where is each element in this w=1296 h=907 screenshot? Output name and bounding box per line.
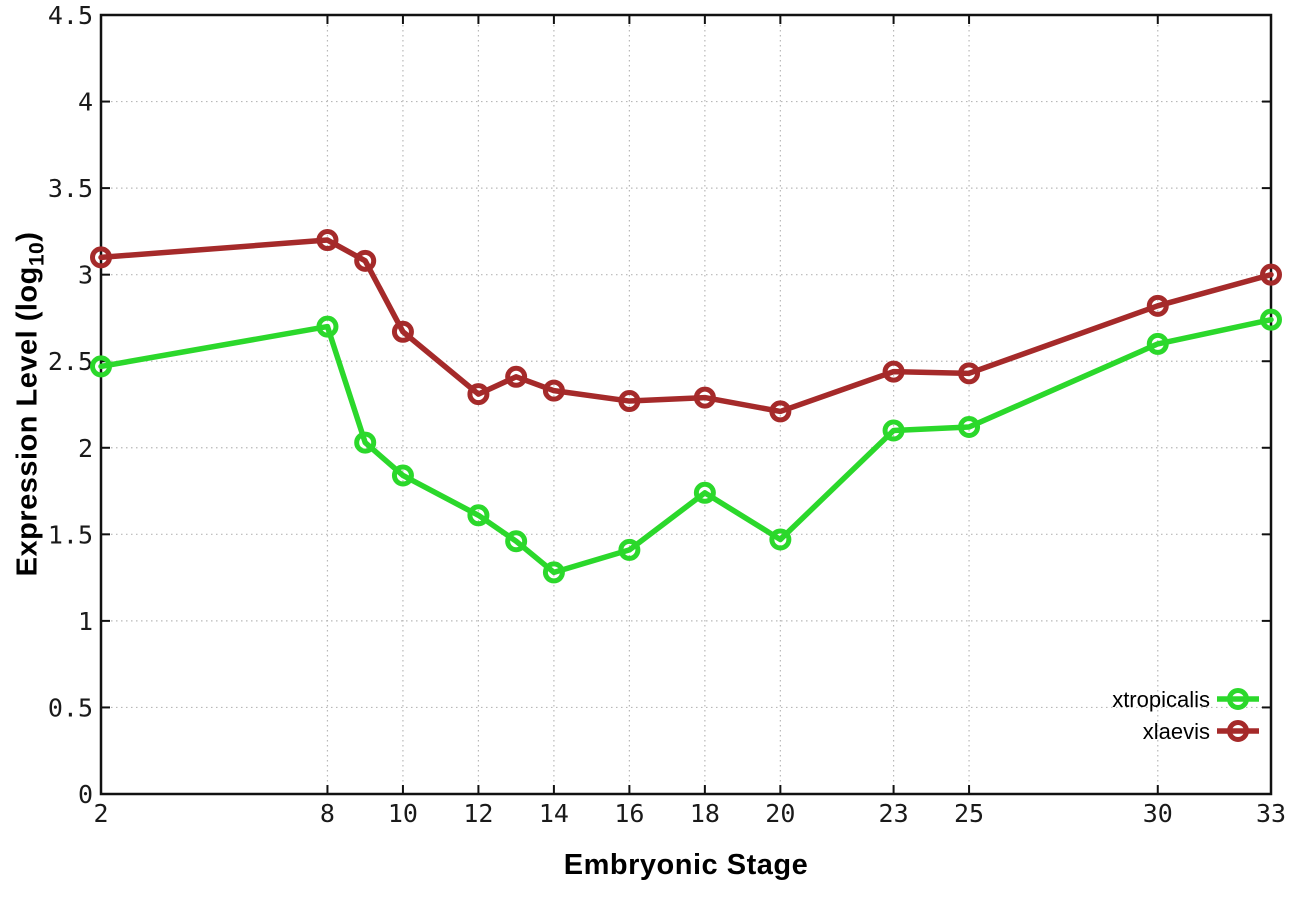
y-tick-label: 3 (78, 261, 93, 290)
data-point-xlaevis (1146, 294, 1169, 317)
data-point-xtropicalis (354, 431, 377, 454)
data-point-xlaevis (882, 360, 905, 383)
x-tick-label: 30 (1143, 799, 1173, 828)
x-tick-label: 2 (93, 799, 108, 828)
y-tick-label: 2 (78, 434, 93, 463)
x-tick-label: 20 (765, 799, 795, 828)
y-tick-label: 1.5 (48, 520, 93, 549)
y-tick-label: 2.5 (48, 347, 93, 376)
data-point-xlaevis (90, 246, 112, 269)
data-point-xlaevis (354, 249, 377, 272)
y-axis-title-paren: ) (11, 231, 44, 242)
x-tick-label: 12 (463, 799, 493, 828)
data-point-xtropicalis (505, 530, 528, 553)
data-point-xtropicalis (316, 315, 339, 338)
x-tick-label: 16 (614, 799, 644, 828)
x-tick-label: 25 (954, 799, 984, 828)
data-point-xtropicalis (391, 464, 414, 487)
data-point-xtropicalis (769, 528, 792, 551)
x-tick-label: 33 (1256, 799, 1286, 828)
y-tick-label: 0 (78, 780, 93, 809)
legend-label-xtropicalis: xtropicalis (1112, 687, 1210, 712)
y-tick-label: 3.5 (48, 174, 93, 203)
y-axis-title-text: Expression Level (log (11, 266, 44, 577)
y-tick-label: 4.5 (48, 1, 93, 30)
data-point-xtropicalis (1146, 332, 1169, 355)
y-tick-label: 4 (78, 88, 93, 117)
data-point-xlaevis (467, 383, 490, 406)
data-point-xtropicalis (467, 504, 490, 527)
data-point-xtropicalis (1260, 308, 1282, 331)
legend-label-xlaevis: xlaevis (1142, 719, 1210, 744)
y-tick-label: 1 (78, 607, 93, 636)
data-point-xlaevis (505, 365, 528, 388)
x-tick-label: 10 (388, 799, 418, 828)
data-point-xlaevis (391, 320, 414, 343)
plot-border (99, 13, 1273, 796)
y-axis-title: Expression Level (log10) (11, 231, 49, 577)
data-point-xlaevis (618, 390, 641, 413)
data-point-xlaevis (693, 386, 716, 409)
data-point-xlaevis (1260, 263, 1282, 286)
y-axis-title-subscript: 10 (25, 241, 49, 267)
data-point-xlaevis (958, 362, 981, 385)
data-point-xtropicalis (542, 561, 565, 584)
data-point-xlaevis (542, 379, 565, 402)
x-tick-label: 14 (539, 799, 569, 828)
x-tick-label: 23 (879, 799, 909, 828)
x-tick-label: 8 (320, 799, 335, 828)
data-point-xtropicalis (882, 419, 905, 442)
x-axis-title: Embryonic Stage (563, 849, 809, 881)
y-tick-label: 0.5 (48, 693, 93, 722)
series-line-xlaevis (98, 237, 1274, 415)
data-point-xlaevis (316, 229, 339, 252)
x-tick-label: 18 (690, 799, 720, 828)
data-point-xtropicalis (618, 538, 641, 561)
legend-sample-marker-xlaevis (1227, 720, 1249, 742)
legend-sample-marker-xtropicalis (1227, 688, 1249, 710)
data-point-xtropicalis (90, 355, 112, 378)
data-point-xtropicalis (693, 481, 716, 504)
data-point-xtropicalis (958, 416, 981, 439)
data-point-xlaevis (769, 400, 792, 423)
